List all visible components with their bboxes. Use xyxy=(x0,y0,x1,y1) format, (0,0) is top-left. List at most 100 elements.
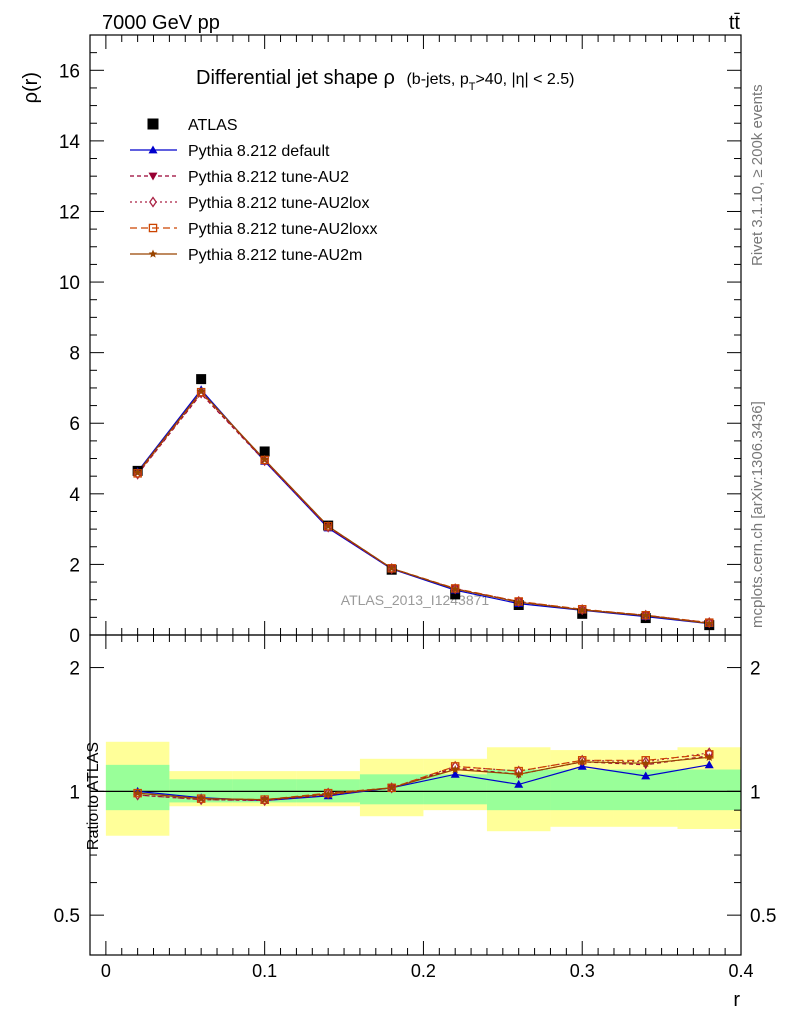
atlas-data-point xyxy=(196,374,207,385)
ratio-series-lines xyxy=(137,752,710,802)
ratio-series-point xyxy=(196,794,206,803)
series-point xyxy=(514,597,523,606)
ratio-y-tick-label-right: 1 xyxy=(750,782,761,803)
ratio-uncertainty-bands xyxy=(105,741,741,836)
ratio-band-inner xyxy=(677,769,741,811)
legend-item: Pythia 8.212 tune-AU2lox xyxy=(130,195,369,212)
series-line xyxy=(137,388,710,625)
ratio-series-point xyxy=(450,765,460,774)
chart-title-tail: >40, |η| < 2.5) xyxy=(475,71,574,88)
ratio-series-point xyxy=(514,769,523,778)
series-line xyxy=(137,392,710,624)
series-line xyxy=(137,391,710,624)
ratio-series-point xyxy=(323,789,333,798)
ratio-y-tick-label: 2 xyxy=(69,659,80,680)
legend-swatch-marker xyxy=(148,172,158,181)
x-tick-label: 0.2 xyxy=(411,961,436,981)
series-point xyxy=(577,605,587,614)
ratio-y-tick-label-right: 2 xyxy=(750,659,761,680)
legend-swatch-marker xyxy=(148,249,158,258)
y-axis-label: ρ(r) xyxy=(20,72,42,103)
ratio-series-line xyxy=(137,755,710,802)
rivet-label: Rivet 3.1.10, ≥ 200k events xyxy=(749,84,766,266)
series-point xyxy=(641,611,650,620)
series-point xyxy=(450,584,460,593)
ratio-series-point xyxy=(450,769,460,778)
legend-item: ATLAS xyxy=(147,117,238,134)
y-tick-label: 14 xyxy=(59,132,81,153)
process-label: tt̄ xyxy=(729,12,741,34)
ratio-y-tick-label-right: 0.5 xyxy=(750,906,776,927)
y-tick-label: 4 xyxy=(69,485,80,506)
ratio-series-point xyxy=(577,756,587,765)
ratio-series-point xyxy=(577,757,587,766)
series-line xyxy=(137,391,710,624)
x-tick-label: 0 xyxy=(101,961,111,981)
ratio-series-point xyxy=(387,783,396,792)
legend-item: Pythia 8.212 tune-AU2m xyxy=(130,247,362,264)
legend-label: Pythia 8.212 tune-AU2lox xyxy=(188,195,369,212)
ratio-y-tick-label: 1 xyxy=(69,782,80,803)
ratio-plot-frame xyxy=(89,634,742,956)
energy-label: 7000 GeV pp xyxy=(102,12,220,34)
y-tick-label: 10 xyxy=(59,273,80,294)
y-tick-label: 0 xyxy=(69,626,80,647)
legend-item: Pythia 8.212 tune-AU2 xyxy=(130,169,349,186)
chart-title: Differential jet shape ρ (b-jets, pT>40,… xyxy=(196,67,575,93)
legend-label: Pythia 8.212 default xyxy=(188,143,330,160)
series-point xyxy=(387,563,396,572)
chart-title-detail: (b-jets, p xyxy=(406,71,468,88)
ratio-y-axis-label: Ratio to ATLAS xyxy=(85,742,102,850)
legend-label: Pythia 8.212 tune-AU2m xyxy=(188,247,362,264)
legend-swatch-marker xyxy=(148,223,158,233)
ratio-series-line xyxy=(137,753,710,801)
series-point xyxy=(133,468,142,477)
legend-swatch-marker xyxy=(148,145,158,154)
ratio-series-markers xyxy=(133,747,714,807)
legend-swatch-marker xyxy=(147,118,159,130)
x-tick-label: 0.4 xyxy=(728,961,753,981)
legend-label: ATLAS xyxy=(188,117,238,134)
series-point xyxy=(323,521,333,530)
x-tick-label: 0.1 xyxy=(252,961,277,981)
series-point xyxy=(196,387,206,396)
analysis-watermark: ATLAS_2013_I1243871 xyxy=(341,592,490,608)
ratio-series-point xyxy=(705,752,714,761)
x-axis-label: r xyxy=(733,989,740,1011)
axis-ticks xyxy=(90,34,742,955)
chart-title-sub: T xyxy=(469,81,476,93)
ratio-series-point xyxy=(260,795,269,804)
y-tick-label: 2 xyxy=(69,555,80,576)
legend-item: Pythia 8.212 tune-AU2loxx xyxy=(130,221,377,238)
ratio-band-inner xyxy=(550,769,614,811)
main-series-markers xyxy=(132,374,715,631)
y-tick-label: 12 xyxy=(59,202,80,223)
y-tick-label: 16 xyxy=(59,61,80,82)
ratio-y-tick-label: 0.5 xyxy=(54,906,80,927)
y-tick-label: 6 xyxy=(69,414,80,435)
atlas-data-point xyxy=(259,446,270,457)
atlas-data-point xyxy=(450,589,461,600)
legend-swatch-marker xyxy=(149,196,157,208)
main-series-lines xyxy=(137,388,710,625)
legend-item: Pythia 8.212 default xyxy=(130,143,330,160)
legend: ATLAS Pythia 8.212 default Pythia 8.212 tu… xyxy=(130,117,377,264)
mcplots-label: mcplots.cern.ch [arXiv:1306.3436] xyxy=(749,401,766,628)
series-point xyxy=(260,455,269,464)
series-line xyxy=(137,390,710,624)
ratio-series-point xyxy=(514,779,524,788)
chart-title-main: Differential jet shape ρ xyxy=(196,67,395,89)
ratio-series-point xyxy=(641,758,650,767)
legend-label: Pythia 8.212 tune-AU2loxx xyxy=(188,221,377,238)
y-tick-label: 8 xyxy=(69,344,80,365)
ratio-series-point xyxy=(133,788,142,797)
series-point xyxy=(705,618,714,627)
ratio-series-point xyxy=(641,771,651,780)
ratio-series-line xyxy=(137,756,710,801)
legend-label: Pythia 8.212 tune-AU2 xyxy=(188,169,349,186)
ratio-series-point xyxy=(704,760,714,769)
ratio-series-line xyxy=(137,752,710,802)
x-tick-label: 0.3 xyxy=(570,961,595,981)
